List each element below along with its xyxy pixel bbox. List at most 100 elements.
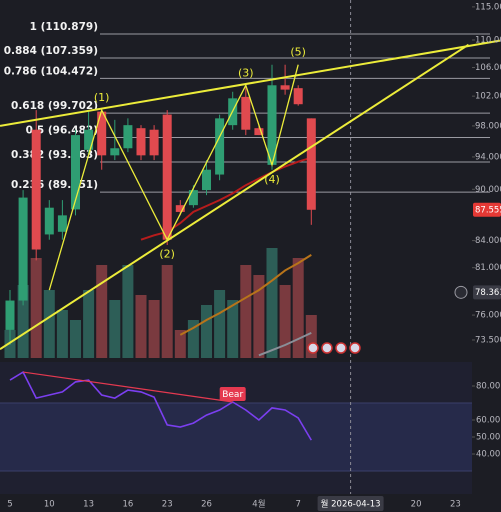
candle-body xyxy=(31,129,41,250)
x-tick-label: 월 2026-04-13 xyxy=(321,499,381,510)
fib-label: 0.786 (104.472) xyxy=(4,65,98,77)
candle-body xyxy=(162,114,172,240)
moving-average xyxy=(258,331,312,357)
x-tick-label: 23 xyxy=(450,500,461,510)
candle-body xyxy=(254,128,264,136)
wave-label: (1) xyxy=(94,91,110,104)
candle-body xyxy=(84,129,94,150)
wave-label: (4) xyxy=(264,173,280,186)
wave-line xyxy=(48,64,299,291)
volume-bar xyxy=(279,285,291,358)
candle-body xyxy=(267,85,277,165)
y-tick-label: 110.000 xyxy=(475,35,501,45)
rsi-y-tick-label: 80.00 xyxy=(476,382,500,392)
fib-label: 0.236 (89.651) xyxy=(11,179,98,191)
x-tick-label: 16 xyxy=(122,500,133,510)
divergence-label: Bear xyxy=(222,390,243,400)
x-tick-label: 5 xyxy=(7,500,12,510)
rsi-y-tick-label: 50.00 xyxy=(476,433,500,443)
volume-bar xyxy=(227,300,239,358)
volume-bar xyxy=(83,290,95,358)
last-price-box xyxy=(473,202,501,217)
volume-bar xyxy=(305,315,317,358)
x-tick-label: 4월 xyxy=(252,499,265,510)
fib-label: 1 (110.879) xyxy=(30,21,98,33)
candle-body xyxy=(306,118,316,210)
wave-label: (2) xyxy=(159,248,175,261)
volume-bar xyxy=(70,320,81,358)
moving-average xyxy=(179,254,312,336)
candle-body xyxy=(149,129,159,156)
candle-body xyxy=(241,96,251,130)
candle-body xyxy=(110,148,120,156)
event-icon[interactable] xyxy=(349,342,361,354)
rsi-y-tick-label: 60.00 xyxy=(476,416,500,426)
wave-label: (5) xyxy=(290,46,306,59)
rsi-band xyxy=(0,403,472,471)
volume-bar xyxy=(201,305,212,358)
y-tick-label: 115.000 xyxy=(475,2,501,12)
candle-body xyxy=(57,215,67,232)
volume-bar xyxy=(187,320,199,358)
candle-body xyxy=(123,125,133,149)
y-tick-label: 102.000 xyxy=(475,92,501,102)
crosshair-button xyxy=(454,285,468,299)
volume-bar xyxy=(109,300,121,358)
trendline xyxy=(0,39,501,127)
volume-bar xyxy=(253,275,265,358)
date-marker-box xyxy=(317,496,384,511)
event-icons xyxy=(307,342,361,354)
event-icon[interactable] xyxy=(321,342,333,354)
event-icon[interactable] xyxy=(335,342,347,354)
volume-bar xyxy=(43,290,55,358)
x-tick-label: 13 xyxy=(83,500,94,510)
candle-body xyxy=(136,128,146,156)
crosshair-price-label: 78.361 xyxy=(475,288,501,298)
y-tick-label: 84.000 xyxy=(475,236,501,246)
fib-label: 0.618 (99.702) xyxy=(11,100,98,112)
wave-label: (3) xyxy=(238,66,254,79)
volume-bar xyxy=(240,265,252,358)
y-tick-label: 90.000 xyxy=(475,185,501,195)
volume-bar xyxy=(17,285,29,358)
divergence-line xyxy=(23,371,233,403)
candle-body xyxy=(175,205,185,212)
candle-body xyxy=(18,197,28,301)
last-price-label: 87.555 xyxy=(475,205,501,215)
candle-body xyxy=(44,207,54,235)
y-tick-label: 106.000 xyxy=(475,63,501,73)
fib-label: 0.382 (93.363) xyxy=(11,149,98,161)
candle-body xyxy=(188,190,198,206)
volume-bar xyxy=(214,290,226,358)
volume-bar xyxy=(56,310,68,358)
x-tick-label: 7 xyxy=(295,500,300,510)
x-tick-label: 23 xyxy=(162,500,173,510)
volume-bar xyxy=(30,258,42,358)
y-tick-label: 81.000 xyxy=(475,263,501,273)
fib-label: 0.884 (107.359) xyxy=(4,45,98,57)
x-tick-label: 26 xyxy=(201,500,212,510)
volume-bar xyxy=(148,300,160,358)
candle-body xyxy=(202,169,211,191)
y-tick-label: 76.000 xyxy=(475,311,501,321)
volume-bar xyxy=(96,265,108,358)
y-tick-label: 98.000 xyxy=(475,121,501,131)
rsi-line xyxy=(9,370,312,441)
volume-bar xyxy=(161,265,173,358)
candle-body xyxy=(280,85,290,90)
divergence-badge xyxy=(219,386,246,401)
x-tick-label: 20 xyxy=(411,500,422,510)
y-tick-label: 73.500 xyxy=(475,335,501,345)
candle-body xyxy=(293,88,303,105)
candle-body xyxy=(97,111,107,156)
event-icon[interactable] xyxy=(307,342,319,354)
rsi-y-tick-label: 40.00 xyxy=(476,450,500,460)
candle-body xyxy=(71,135,80,210)
volume-bar xyxy=(122,265,134,358)
volume-bar xyxy=(135,295,147,358)
x-tick-label: 10 xyxy=(44,500,55,510)
trendline xyxy=(0,43,470,350)
volume-bar xyxy=(292,258,304,358)
